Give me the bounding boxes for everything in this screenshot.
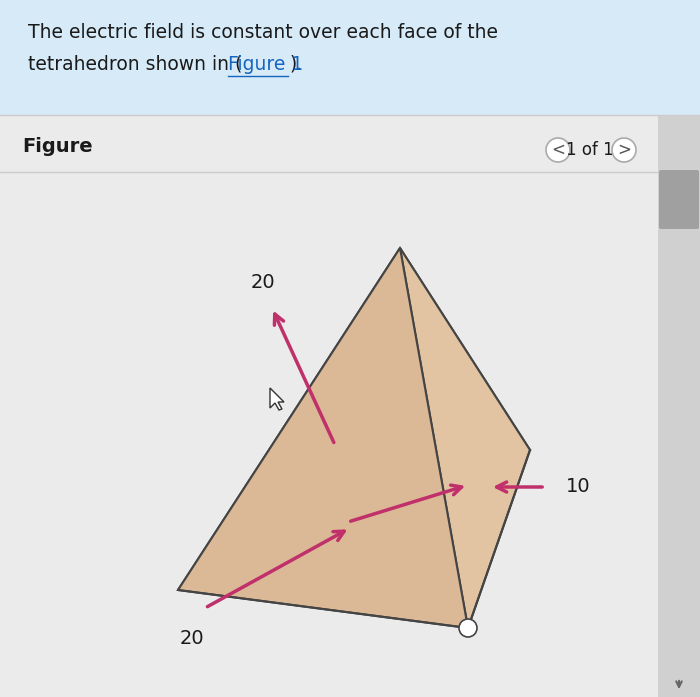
FancyBboxPatch shape [0,0,700,115]
Text: tetrahedron shown in (: tetrahedron shown in ( [28,55,242,74]
Text: 20: 20 [180,629,204,648]
Text: The electric field is constant over each face of the: The electric field is constant over each… [28,23,498,42]
Polygon shape [178,248,530,590]
Text: ).: ). [290,55,303,74]
Text: Figure 1: Figure 1 [228,55,303,74]
Text: <: < [551,141,565,159]
Circle shape [459,619,477,637]
Circle shape [546,138,570,162]
Text: 10: 10 [566,477,590,496]
Polygon shape [270,388,284,410]
Circle shape [612,138,636,162]
Text: Figure: Figure [22,137,92,156]
FancyBboxPatch shape [659,170,699,229]
FancyBboxPatch shape [658,115,700,697]
Text: 20: 20 [251,273,275,293]
Text: 1 of 1: 1 of 1 [566,141,614,159]
Polygon shape [178,248,468,628]
Text: >: > [617,141,631,159]
Polygon shape [400,248,530,628]
